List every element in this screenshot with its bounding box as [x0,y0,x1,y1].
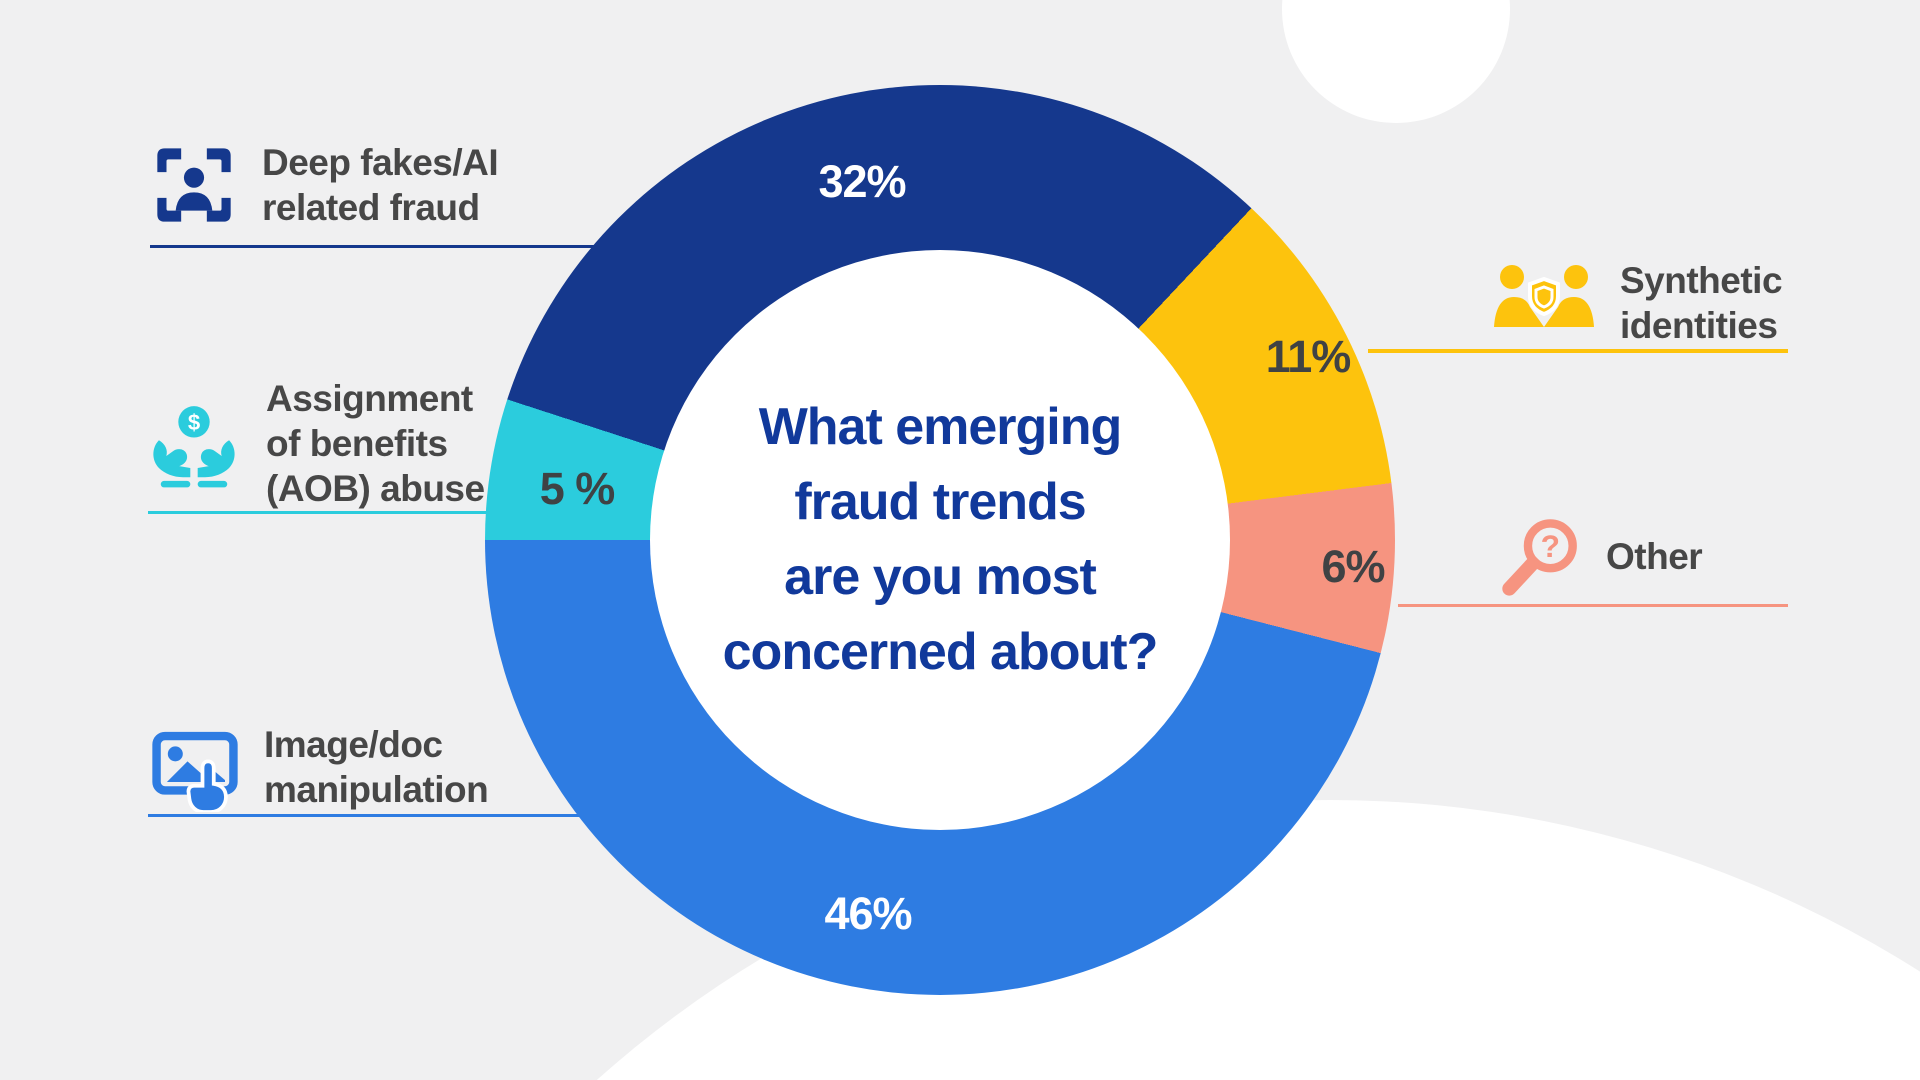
dollar-glyph: $ [188,410,200,435]
pct-label-image-doc: 46% [824,888,912,939]
callout-synthetic: Synthetic identities [1492,258,1783,348]
donut-hole: What emerging fraud trends are you most … [650,250,1230,830]
handshake-shield-icon [1492,263,1596,343]
leader-line-deep-fakes [150,245,605,248]
callout-deep-fakes: Deep fakes/AI related fraud [150,140,499,230]
chart-title: What emerging fraud trends are you most … [722,398,1159,681]
callout-label: Synthetic identities [1620,260,1783,347]
leader-line-aob [148,511,493,514]
question-glyph: ? [1541,528,1560,564]
callout-label: Other [1606,536,1703,578]
callout-image-doc: Image/doc manipulation [150,722,489,814]
leader-line-image-doc [148,814,598,817]
pct-label-synthetic: 11% [1265,331,1352,382]
hands-coin-icon: $ [146,398,242,490]
face-scan-icon [150,141,238,229]
callout-label: Image/doc manipulation [264,724,489,811]
pct-label-deep-fakes: 32% [818,156,906,207]
leader-line-other [1398,604,1788,607]
leader-line-synthetic [1368,349,1788,353]
pct-label-aob: 5 % [539,463,616,514]
magnifier-question-icon: ? [1500,516,1582,598]
callout-aob: $ Assignment of benefits (AOB) abuse [146,376,485,511]
pct-label-other: 6% [1321,541,1385,592]
callout-label: Deep fakes/AI related fraud [262,142,499,229]
callout-label: Assignment of benefits (AOB) abuse [266,378,485,510]
callout-other: ? Other [1500,516,1703,598]
background-circle-top [1282,0,1510,123]
image-edit-icon [150,722,240,814]
